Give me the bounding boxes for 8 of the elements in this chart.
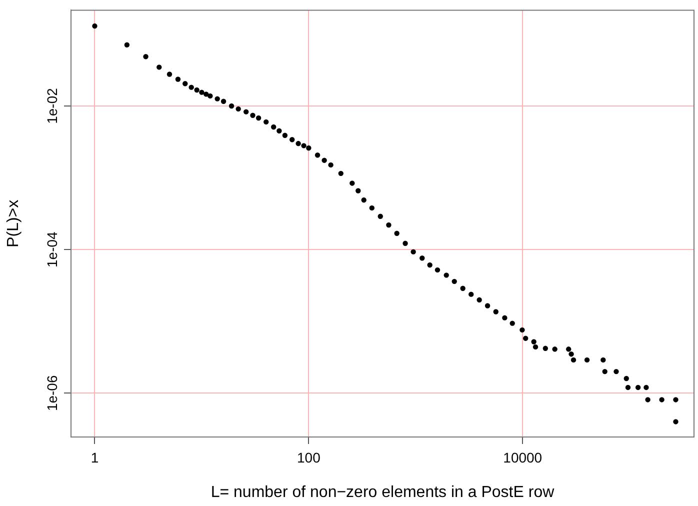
y-tick-label: 1e-06 [44, 375, 60, 412]
y-tick-label: 1e-02 [44, 88, 60, 124]
y-tick-label: 1e-04 [44, 231, 60, 268]
x-tick-label: 10000 [503, 449, 542, 466]
x-tick-label: 100 [297, 449, 321, 466]
y-axis-title: P(L)>x [5, 200, 22, 248]
x-axis-title: L= number of non−zero elements in a PostE row [210, 484, 555, 501]
x-tick-label: 1 [90, 449, 99, 466]
